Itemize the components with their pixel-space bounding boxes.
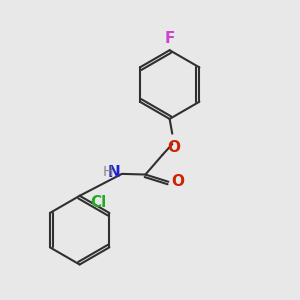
Text: Cl: Cl — [90, 195, 106, 210]
Text: O: O — [167, 140, 180, 154]
Text: O: O — [171, 174, 184, 189]
Text: H: H — [103, 165, 113, 179]
Text: N: N — [108, 165, 121, 180]
Text: F: F — [164, 31, 175, 46]
